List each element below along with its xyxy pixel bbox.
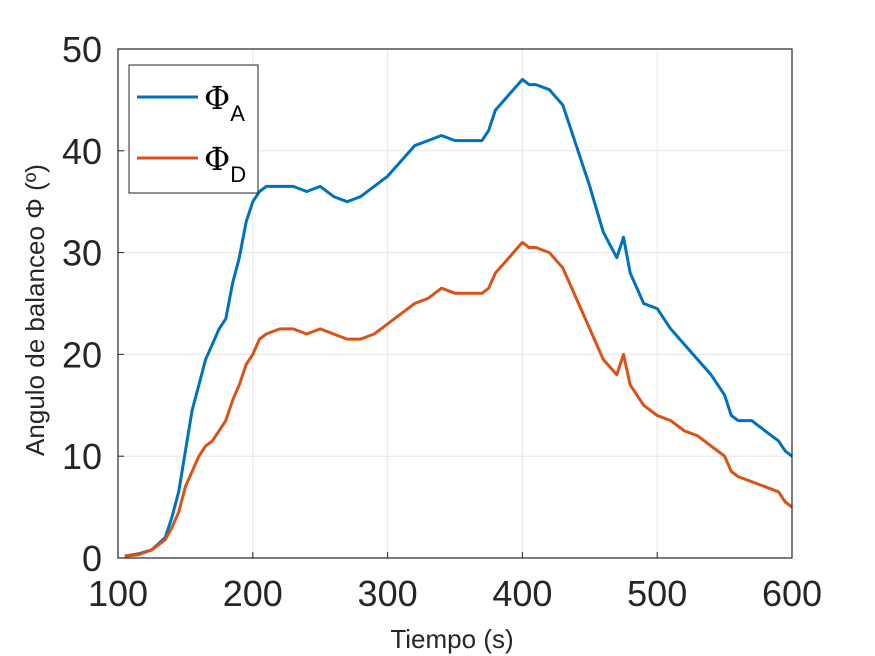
y-tick-label: 50 <box>62 29 102 70</box>
x-tick-label: 500 <box>627 573 687 614</box>
y-tick-label: 10 <box>62 436 102 477</box>
legend-subscript-phi-a: A <box>230 101 245 126</box>
series-layer <box>124 78 793 558</box>
y-tick-label: 40 <box>62 131 102 172</box>
y-axis-label: Angulo de balanceo Φ (º) <box>20 164 50 456</box>
legend-label-phi-a: ΦA <box>204 79 245 126</box>
x-tick-label: 100 <box>88 573 148 614</box>
legend-subscript-phi-d: D <box>230 162 246 187</box>
y-tick-label: 30 <box>62 233 102 274</box>
x-tick-label: 300 <box>358 573 418 614</box>
x-tick-label: 400 <box>492 573 552 614</box>
x-axis-label: Tiempo (s) <box>390 624 513 654</box>
legend-symbol-phi-a: Φ <box>204 79 230 117</box>
legend-box <box>128 64 259 194</box>
y-tick-label: 20 <box>62 334 102 375</box>
axes-box <box>117 48 793 559</box>
legend-label-phi-d: ΦD <box>204 140 246 187</box>
legend: ΦA ΦD <box>128 64 259 194</box>
series-line-1 <box>124 240 793 558</box>
ticks: 100 200 300 400 500 600 0 10 20 30 40 50 <box>62 29 822 614</box>
x-tick-label: 600 <box>762 573 822 614</box>
legend-symbol-phi-d: Φ <box>204 140 230 178</box>
y-tick-label: 0 <box>82 538 102 579</box>
x-tick-label: 200 <box>223 573 283 614</box>
